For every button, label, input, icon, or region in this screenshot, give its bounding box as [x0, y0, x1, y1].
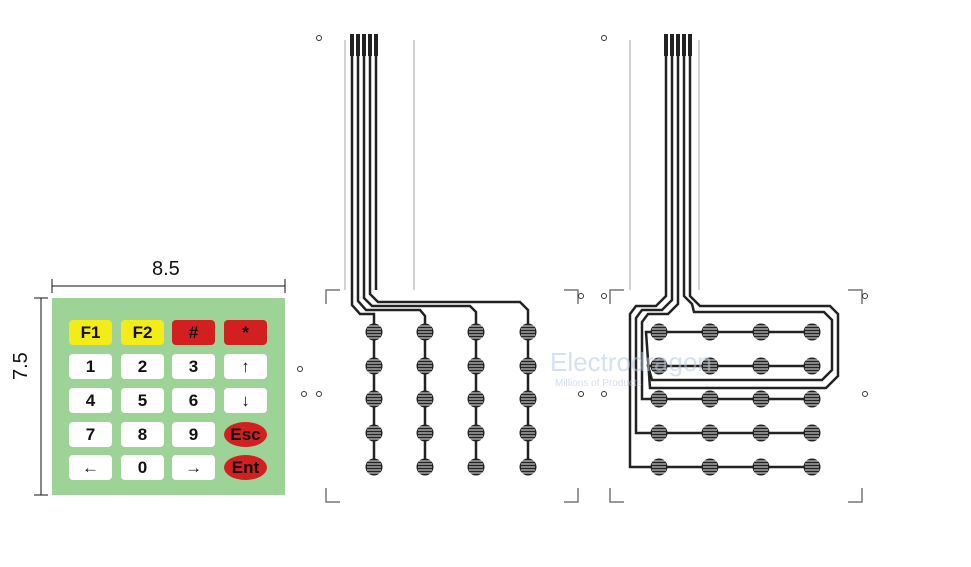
- key-0-3: *: [224, 320, 267, 345]
- right-circuit-corner-bl: [609, 488, 624, 503]
- left-trace: [368, 56, 530, 467]
- left-connector-pin: [362, 34, 366, 56]
- left-connector-pin: [368, 34, 372, 56]
- key-2-1: 5: [121, 388, 164, 413]
- right-trace: [634, 56, 812, 435]
- right-connector-pin: [676, 34, 680, 56]
- right-hole: [862, 293, 868, 299]
- key-1-3: ↑: [224, 354, 267, 379]
- left-connector-pin: [356, 34, 360, 56]
- watermark-brand: Electrodragon: [550, 347, 712, 377]
- width-dimension-label: 8.5: [152, 258, 180, 280]
- right-trace: [646, 56, 834, 382]
- key-4-1: 0: [121, 455, 164, 480]
- watermark-tagline: Millions of Products: [555, 378, 642, 389]
- key-4-3: Ent: [224, 455, 267, 480]
- right-hole: [601, 35, 607, 41]
- key-2-0: 4: [69, 388, 112, 413]
- left-hole: [316, 35, 322, 41]
- right-hole: [601, 293, 607, 299]
- left-circuit-corner-br: [564, 488, 579, 503]
- right-hole: [601, 391, 607, 397]
- key-3-1: 8: [121, 422, 164, 447]
- keypad-front: F1 F2 # * 1 2 3 ↑ 4 5 6 ↓ 7 8 9 Esc ← 0 → Ent: [52, 298, 285, 495]
- key-3-3: Esc: [224, 422, 267, 447]
- right-circuit-corner-br: [848, 488, 863, 503]
- right-trace: [640, 56, 812, 401]
- left-trace: [356, 56, 427, 467]
- left-hole: [578, 293, 584, 299]
- right-connector-pin: [664, 34, 668, 56]
- right-trace: [644, 56, 840, 390]
- right-connector-pin: [688, 34, 692, 56]
- left-connector-pin: [374, 34, 378, 56]
- key-0-2: #: [172, 320, 215, 345]
- key-1-2: 3: [172, 354, 215, 379]
- left-circuit-corner-tl: [325, 289, 340, 304]
- right-connector-pin: [682, 34, 686, 56]
- key-3-0: 7: [69, 422, 112, 447]
- left-hole: [301, 391, 307, 397]
- left-hole: [297, 366, 303, 372]
- left-connector-pin: [350, 34, 354, 56]
- key-1-1: 2: [121, 354, 164, 379]
- key-0-0: F1: [69, 320, 112, 345]
- right-circuit-corner-tr: [848, 289, 863, 304]
- key-4-0: ←: [69, 455, 112, 480]
- key-2-3: ↓: [224, 388, 267, 413]
- key-1-0: 1: [69, 354, 112, 379]
- key-3-2: 9: [172, 422, 215, 447]
- right-hole: [862, 391, 868, 397]
- right-connector-pin: [670, 34, 674, 56]
- left-hole: [578, 391, 584, 397]
- left-circuit-corner-bl: [325, 488, 340, 503]
- left-circuit-corner-tr: [564, 289, 579, 304]
- right-trace: [628, 56, 812, 469]
- key-0-1: F2: [121, 320, 164, 345]
- left-hole: [316, 391, 322, 397]
- right-circuit-corner-tl: [609, 289, 624, 304]
- key-4-2: →: [172, 455, 215, 480]
- key-2-2: 6: [172, 388, 215, 413]
